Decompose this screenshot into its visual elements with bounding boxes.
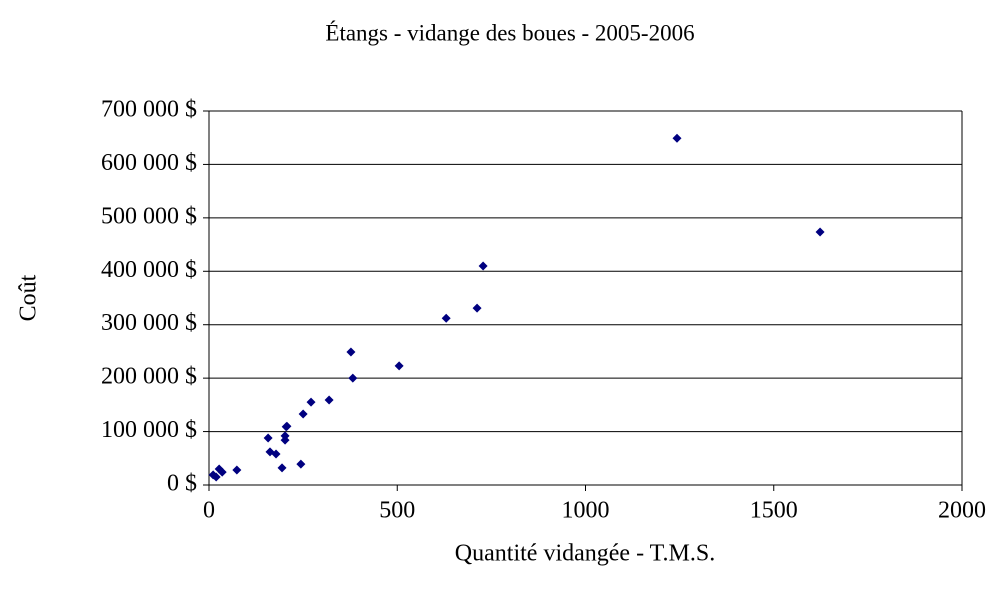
point [271,449,281,459]
point [281,422,291,432]
y-tick-label: 0 $ [167,471,197,497]
point [296,459,306,469]
point [211,472,221,482]
point [394,361,404,371]
y-tick-label: 500 000 $ [101,203,197,229]
chart-title: Étangs - vidange des boues - 2005-2006 [325,20,694,45]
x-tick-label: 1000 [562,498,610,524]
x-tick-label: 2000 [938,498,986,524]
x-tick-label: 0 [203,498,215,524]
point [306,397,316,407]
point [280,435,290,445]
point [346,347,356,357]
point [815,227,825,237]
x-axis-title: Quantité vidangée - T.M.S. [455,541,715,567]
point [277,463,287,473]
point [232,465,242,475]
point [441,313,451,323]
point [348,373,358,383]
y-axis-title: Coût [16,274,42,321]
y-tick-label: 700 000 $ [101,97,197,123]
point [478,261,488,271]
x-tick-label: 500 [379,498,415,524]
point [672,133,682,143]
y-tick-label: 200 000 $ [101,364,197,390]
point [472,303,482,313]
y-tick-label: 400 000 $ [101,257,197,283]
point [298,409,308,419]
x-tick-label: 1500 [750,498,798,524]
point [324,395,334,405]
y-tick-label: 100 000 $ [101,417,197,443]
point [217,467,227,477]
y-tick-label: 600 000 $ [101,150,197,176]
y-tick-label: 300 000 $ [101,310,197,336]
point [263,433,273,443]
